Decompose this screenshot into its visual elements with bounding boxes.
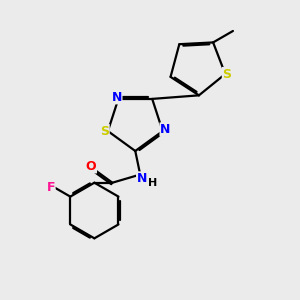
Text: N: N [136,172,147,185]
Text: F: F [46,181,55,194]
Text: O: O [86,160,96,173]
Text: S: S [222,68,231,80]
Text: N: N [112,91,122,104]
Text: H: H [148,178,157,188]
Text: N: N [160,123,170,136]
Text: S: S [100,124,109,138]
